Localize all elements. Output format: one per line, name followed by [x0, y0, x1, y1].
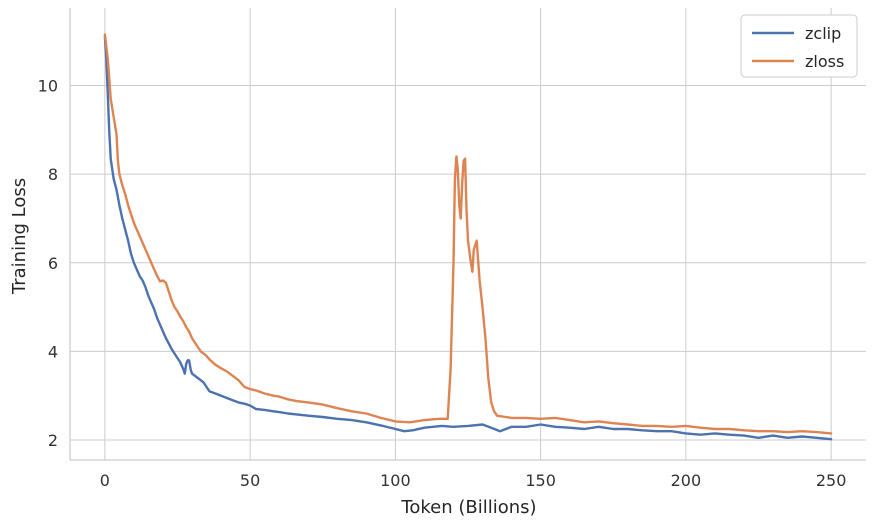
chart-legend: zclip zloss	[740, 14, 858, 78]
chart-grid	[70, 8, 866, 460]
y-axis-label: Training Loss	[9, 178, 30, 295]
x-axis-label: Token (Billions)	[400, 497, 536, 518]
series-line-zclip	[103, 35, 833, 441]
y-tick-label: 10	[38, 77, 58, 96]
y-tick-labels: 2 4 6 8 10	[38, 77, 58, 451]
legend-label-zloss: zloss	[805, 52, 844, 71]
x-tick-label: 0	[100, 471, 110, 490]
y-tick-label: 4	[48, 342, 58, 361]
x-tick-label: 50	[240, 471, 260, 490]
y-tick-label: 8	[48, 165, 58, 184]
y-tick-label: 6	[48, 254, 58, 273]
legend-label-zclip: zclip	[805, 24, 841, 43]
x-tick-label: 150	[525, 471, 556, 490]
series-line-zloss	[103, 33, 833, 435]
chart-axes	[69, 8, 866, 461]
x-tick-labels: 0 50 100 150 200 250	[100, 471, 847, 490]
x-tick-label: 200	[671, 471, 702, 490]
series-layer	[103, 33, 833, 441]
x-tick-label: 100	[380, 471, 411, 490]
y-tick-label: 2	[48, 431, 58, 450]
x-tick-label: 250	[816, 471, 847, 490]
